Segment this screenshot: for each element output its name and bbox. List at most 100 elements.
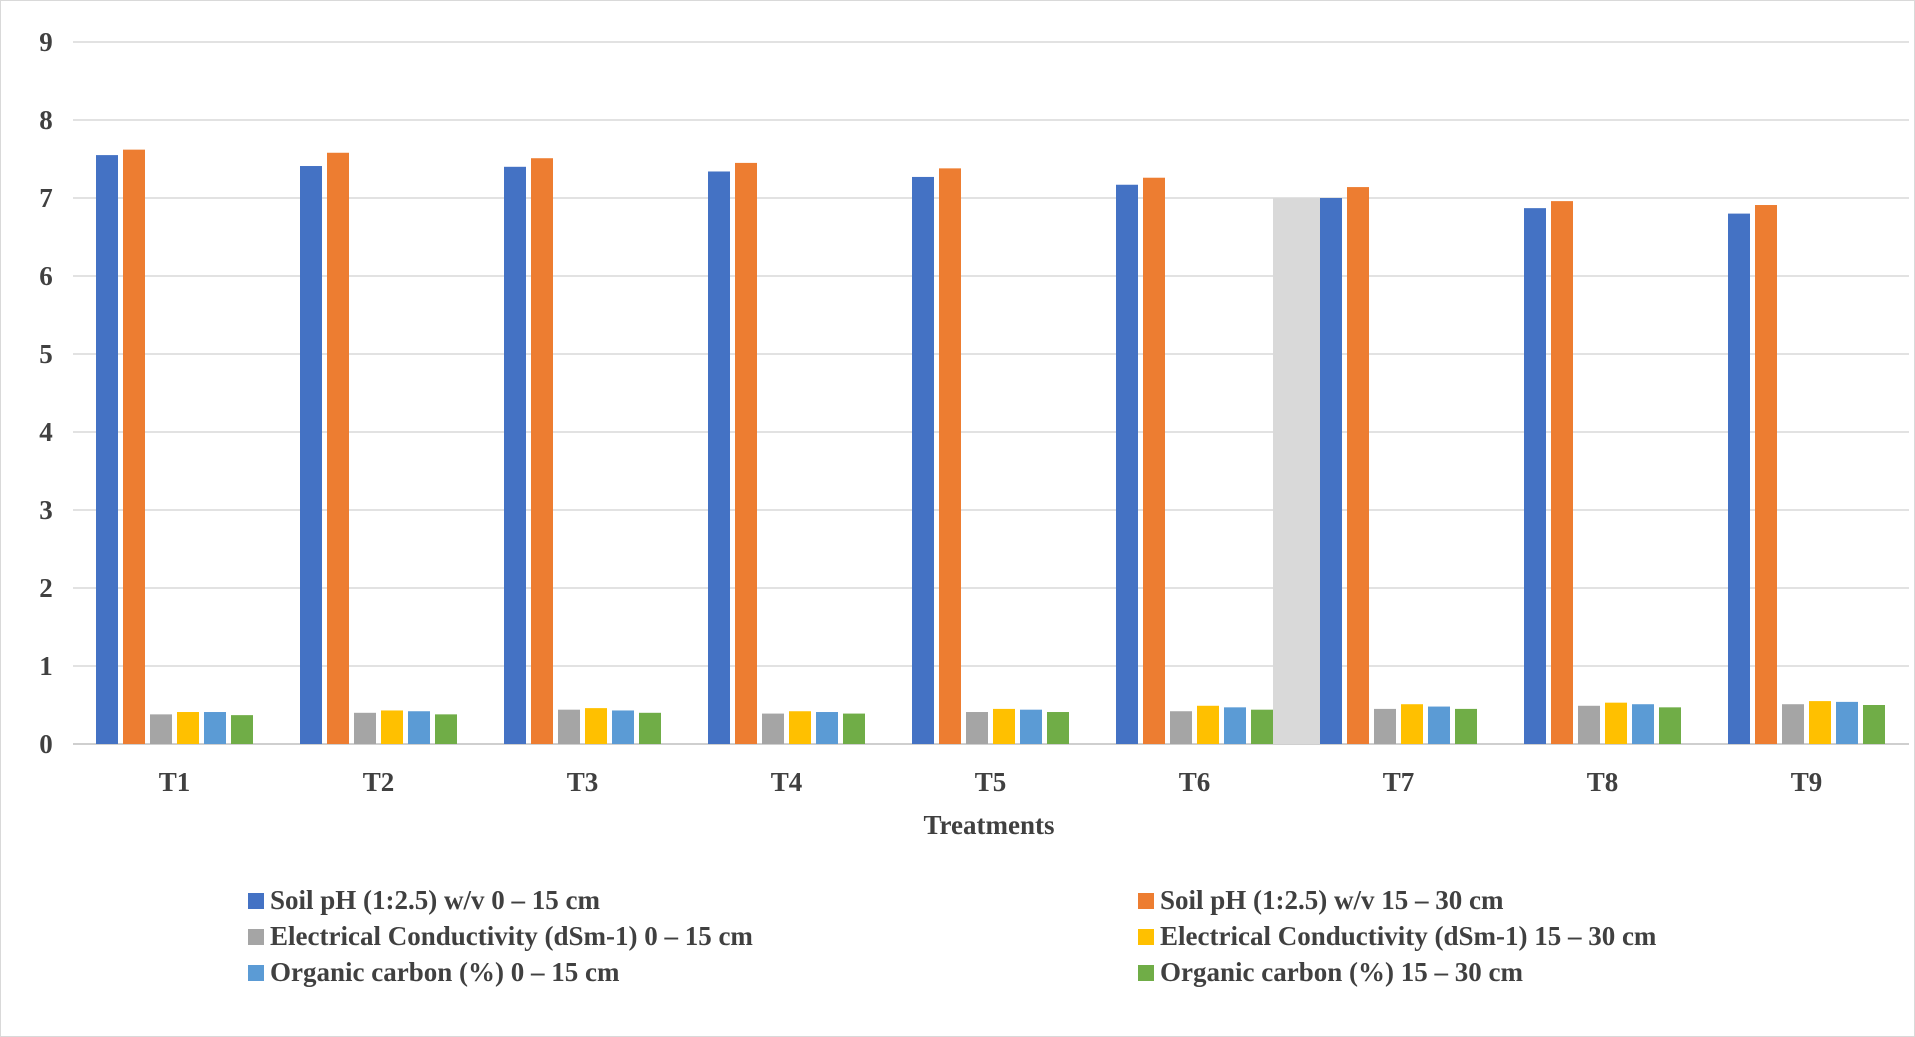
legend-item-6: Organic carbon (%) 15 – 30 cm: [1138, 957, 1523, 988]
gridlines: [73, 41, 1909, 745]
bar-T2-series-5: [408, 711, 430, 744]
legend-swatch-2: [1138, 892, 1154, 909]
bar-T8-series-1: [1524, 208, 1546, 744]
bar-T3-series-5: [612, 710, 634, 744]
legend-item-4: Electrical Conductivity (dSm-1) 15 – 30 …: [1138, 921, 1656, 952]
legend-item-1: Soil pH (1:2.5) w/v 0 – 15 cm: [248, 885, 600, 916]
bar-T5-series-4: [993, 708, 1015, 744]
bar-T8-series-5: [1632, 704, 1654, 744]
legend-swatch-5: [248, 964, 264, 981]
bar-T2-series-6: [435, 714, 457, 744]
bar-T1-series-2: [123, 149, 145, 744]
y-tick-label-7: 7: [39, 183, 53, 213]
x-tick-label-T9: T9: [1791, 767, 1823, 797]
bar-T4-series-1: [708, 171, 730, 745]
legend-item-3: Electrical Conductivity (dSm-1) 0 – 15 c…: [248, 921, 753, 952]
bar-T3-series-3: [558, 709, 580, 744]
bar-T7-series-5: [1428, 706, 1450, 744]
x-tick-label-T5: T5: [975, 767, 1007, 797]
bar-T4-series-5: [816, 712, 838, 744]
bar-T5-series-5: [1020, 709, 1042, 744]
bars: [96, 149, 1885, 745]
highlight-band: [1273, 198, 1320, 744]
bar-T4-series-3: [762, 713, 784, 744]
bar-T4-series-6: [843, 713, 865, 744]
bar-T1-series-5: [204, 712, 226, 744]
legend-item-5: Organic carbon (%) 0 – 15 cm: [248, 957, 619, 988]
bar-T1-series-4: [177, 712, 199, 744]
x-tick-label-T7: T7: [1383, 767, 1415, 797]
bar-T7-series-1: [1320, 198, 1342, 744]
legend-swatch-6: [1138, 964, 1154, 981]
legend-label-3: Electrical Conductivity (dSm-1) 0 – 15 c…: [270, 921, 753, 951]
x-tick-label-T2: T2: [363, 767, 395, 797]
bar-T8-series-3: [1578, 705, 1600, 744]
bar-T7-series-2: [1347, 187, 1369, 744]
bar-T5-series-2: [939, 168, 961, 745]
y-tick-label-2: 2: [39, 573, 53, 603]
bar-T4-series-2: [735, 162, 757, 744]
y-tick-label-4: 4: [39, 417, 53, 447]
y-tick-label-8: 8: [39, 105, 53, 135]
bar-T2-series-1: [300, 166, 322, 744]
y-tick-label-0: 0: [39, 729, 53, 759]
legend-swatch-4: [1138, 928, 1154, 945]
bar-T3-series-2: [531, 158, 553, 745]
bar-T2-series-4: [381, 710, 403, 744]
bar-T1-series-1: [96, 155, 118, 745]
highlight-region: [1273, 198, 1320, 744]
bar-T1-series-6: [231, 715, 253, 744]
bar-T7-series-4: [1401, 704, 1423, 744]
bar-T6-series-6: [1251, 709, 1273, 744]
x-tick-label-T3: T3: [567, 767, 599, 797]
bar-T6-series-5: [1224, 707, 1246, 744]
bar-T7-series-3: [1374, 708, 1396, 744]
y-tick-label-9: 9: [39, 27, 53, 57]
bar-T5-series-1: [912, 176, 934, 744]
bar-T4-series-4: [789, 711, 811, 744]
bar-T3-series-1: [504, 166, 526, 745]
bar-T9-series-2: [1755, 205, 1777, 744]
x-tick-label-T4: T4: [771, 767, 803, 797]
bar-T5-series-3: [966, 712, 988, 744]
x-tick-label-T1: T1: [159, 767, 191, 797]
y-tick-label-3: 3: [39, 495, 53, 525]
legend-swatch-1: [248, 892, 264, 909]
y-tick-label-1: 1: [39, 651, 53, 681]
y-tick-label-6: 6: [39, 261, 53, 291]
legend-label-1: Soil pH (1:2.5) w/v 0 – 15 cm: [270, 885, 600, 915]
bar-T3-series-4: [585, 708, 607, 744]
y-tick-labels: 0 1 2 3 4 5 6 7 8 9: [39, 27, 53, 759]
x-tick-labels: T1 T2 T3 T4 T5 T6 T7 T8 T9: [159, 767, 1823, 797]
legend-label-2: Soil pH (1:2.5) w/v 15 – 30 cm: [1160, 885, 1504, 915]
legend-label-6: Organic carbon (%) 15 – 30 cm: [1160, 957, 1523, 987]
x-tick-label-T8: T8: [1587, 767, 1619, 797]
bar-T9-series-5: [1836, 701, 1858, 744]
bar-T6-series-1: [1116, 184, 1138, 745]
bar-T5-series-6: [1047, 712, 1069, 744]
bar-T9-series-4: [1809, 701, 1831, 744]
x-tick-label-T6: T6: [1179, 767, 1211, 797]
bar-T9-series-6: [1863, 705, 1885, 744]
bar-T6-series-2: [1143, 177, 1165, 745]
bar-T9-series-3: [1782, 704, 1804, 744]
bar-T2-series-2: [327, 152, 349, 744]
bar-T1-series-3: [150, 714, 172, 744]
legend-swatch-3: [248, 928, 264, 945]
bar-T8-series-6: [1659, 707, 1681, 744]
bar-T8-series-2: [1551, 201, 1573, 744]
bar-T6-series-4: [1197, 705, 1219, 744]
legend-label-5: Organic carbon (%) 0 – 15 cm: [270, 957, 620, 987]
bar-T7-series-6: [1455, 708, 1477, 744]
y-tick-label-5: 5: [39, 339, 53, 369]
bar-T3-series-6: [639, 712, 661, 744]
legend-item-2: Soil pH (1:2.5) w/v 15 – 30 cm: [1138, 885, 1504, 916]
bar-T6-series-3: [1170, 711, 1192, 744]
bar-T9-series-1: [1728, 213, 1750, 745]
legend-label-4: Electrical Conductivity (dSm-1) 15 – 30 …: [1160, 921, 1657, 951]
bar-T2-series-3: [354, 712, 376, 744]
x-axis-title: Treatments: [924, 810, 1055, 840]
bar-T8-series-4: [1605, 702, 1627, 744]
